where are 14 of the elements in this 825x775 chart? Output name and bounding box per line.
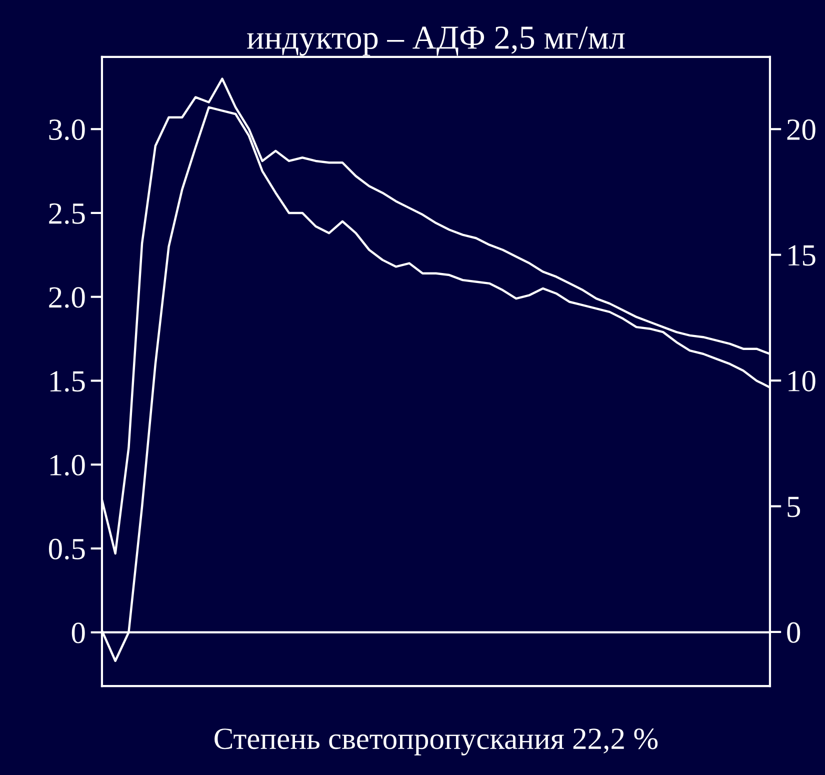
y2-tick-label: 20	[787, 119, 816, 140]
y-tick-label: 2.5	[49, 203, 85, 224]
y-tick-label: 3.0	[49, 119, 85, 140]
x-axis-title: Степень светопропускания 22,2 %	[214, 728, 658, 756]
y2-tick-label: 10	[788, 370, 816, 392]
y-tick-label: 0.5	[48, 538, 85, 560]
y2-tick-label: 0	[787, 622, 800, 643]
y-tick-label: 1.0	[50, 454, 85, 476]
chart-title: индуктор – АДФ 2,5 мг/мл	[247, 26, 625, 56]
y2-tick-label: 15	[788, 245, 816, 266]
y-tick-label: 2.0	[49, 287, 85, 308]
y2-tick-label: 5	[788, 496, 800, 518]
y-tick-label: 1.5	[50, 371, 85, 392]
y-tick-label: 0	[72, 622, 85, 644]
